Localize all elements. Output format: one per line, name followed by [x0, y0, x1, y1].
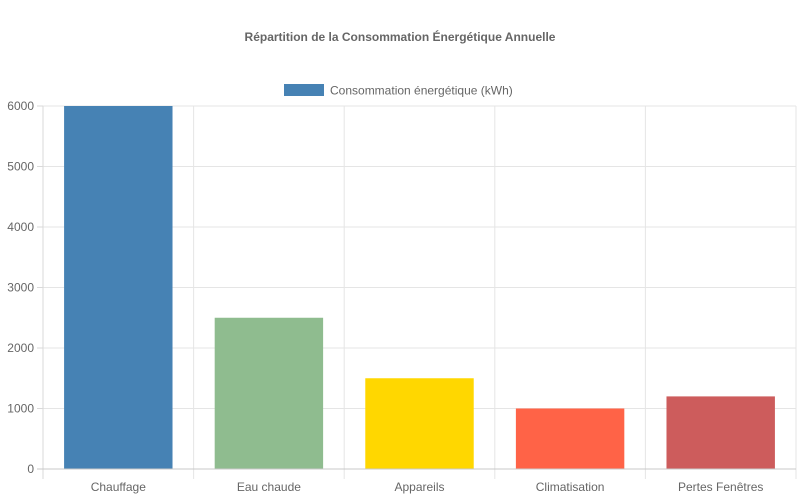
bar-eau-chaude[interactable]: [214, 317, 324, 469]
legend[interactable]: Consommation énergétique (kWh): [284, 84, 513, 98]
x-tick-label: Pertes Fenêtres: [678, 480, 763, 494]
bars: [64, 106, 775, 469]
legend-swatch: [284, 84, 324, 96]
bar-chauffage[interactable]: [64, 106, 173, 469]
y-tick-label: 1000: [7, 402, 34, 416]
x-tick-label: Appareils: [394, 480, 444, 494]
legend-label: Consommation énergétique (kWh): [330, 84, 513, 98]
x-tick-label: Climatisation: [536, 480, 605, 494]
bar-climatisation[interactable]: [515, 408, 625, 470]
tick-labels: 0 1000 2000 3000 4000 5000 6000 Chauffage Eau ch…: [7, 99, 763, 494]
chart-title: Répartition de la Consommation Énergétiq…: [245, 29, 556, 44]
bar-appareils[interactable]: [365, 378, 474, 469]
y-tick-label: 3000: [7, 281, 34, 295]
axes: [37, 105, 796, 479]
y-tick-label: 6000: [7, 99, 34, 113]
bar-pertes-fenêtres[interactable]: [666, 396, 775, 469]
y-tick-label: 4000: [7, 220, 34, 234]
y-tick-label: 5000: [7, 160, 34, 174]
x-tick-label: Eau chaude: [237, 480, 301, 494]
y-tick-label: 2000: [7, 341, 34, 355]
y-tick-label: 0: [27, 462, 34, 476]
x-tick-label: Chauffage: [91, 480, 146, 494]
